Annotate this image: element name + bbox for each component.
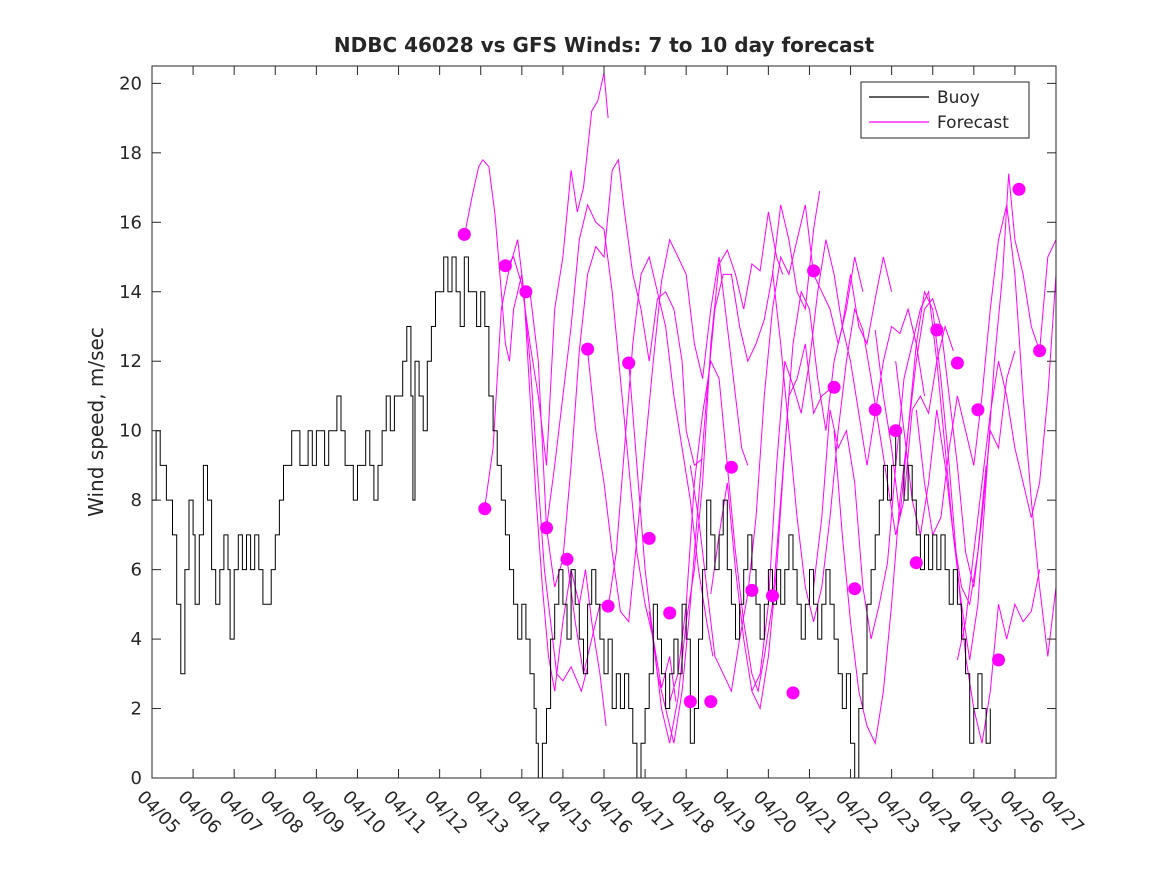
x-tick-label: 04/26 [995, 787, 1047, 839]
forecast-line-8 [628, 211, 784, 744]
x-tick-label: 04/05 [132, 787, 184, 839]
forecast-marker-22 [889, 424, 903, 438]
y-tick-label: 0 [131, 768, 142, 789]
forecast-marker-8 [601, 599, 615, 613]
forecast-marker-11 [663, 606, 677, 620]
x-tick-label: 04/24 [913, 787, 965, 839]
forecast-marker-21 [868, 403, 882, 417]
chart-title: NDBC 46028 vs GFS Winds: 7 to 10 day for… [334, 33, 875, 57]
forecast-marker-28 [1012, 182, 1026, 196]
forecast-marker-27 [992, 653, 1005, 667]
forecast-marker-25 [950, 356, 964, 370]
forecast-marker-10 [642, 531, 656, 545]
forecast-line-2 [484, 239, 607, 726]
x-tick-label: 04/20 [749, 787, 801, 839]
y-tick-label: 2 [131, 699, 142, 720]
forecast-marker-7 [581, 342, 595, 356]
forecast-line-7 [587, 238, 749, 623]
forecast-marker-12 [683, 695, 697, 709]
forecast-line-12 [710, 256, 893, 711]
forecast-line-5 [546, 158, 703, 588]
forecast-line-3 [505, 72, 609, 466]
x-tick-label: 04/18 [667, 787, 719, 839]
forecast-marker-14 [724, 460, 738, 474]
forecast-marker-20 [848, 582, 862, 596]
forecast-line-16 [833, 297, 1016, 745]
forecast-marker-23 [909, 556, 923, 570]
x-tick-label: 04/11 [379, 787, 431, 839]
x-tick-label: 04/06 [174, 787, 226, 839]
x-tick-label: 04/27 [1036, 787, 1088, 839]
forecast-marker-4 [519, 285, 533, 299]
x-tick-label: 04/16 [584, 787, 636, 839]
forecast-marker-9 [622, 356, 636, 370]
forecast-marker-16 [766, 589, 779, 603]
x-tick-label: 04/23 [872, 787, 924, 839]
x-tick-label: 04/14 [502, 787, 554, 839]
y-tick-label: 4 [131, 629, 142, 650]
forecast-line-9 [648, 190, 821, 744]
forecast-marker-19 [827, 380, 841, 394]
x-tick-label: 04/09 [297, 787, 349, 839]
forecast-marker-1 [457, 227, 471, 241]
forecast-marker-24 [930, 323, 944, 337]
forecast-line-1 [463, 158, 589, 693]
legend: Buoy Forecast [860, 81, 1030, 139]
legend-buoy-label: Buoy [937, 88, 980, 108]
x-tick-label: 04/25 [954, 787, 1006, 839]
forecast-line-10 [669, 343, 831, 702]
forecast-line-20 [956, 274, 1057, 661]
forecast-marker-26 [971, 403, 985, 417]
forecast-marker-29 [1033, 344, 1047, 358]
y-tick-label: 10 [119, 421, 142, 442]
forecast-line-18 [895, 173, 1057, 660]
y-tick-label: 14 [119, 282, 142, 303]
forecast-marker-13 [704, 695, 718, 709]
x-tick-label: 04/15 [543, 787, 595, 839]
x-tick-label: 04/21 [790, 787, 842, 839]
x-tick-label: 04/19 [708, 787, 760, 839]
buoy-line [152, 256, 991, 779]
forecast-marker-17 [786, 686, 800, 700]
forecast-line-11 [689, 204, 864, 693]
x-tick-label: 04/13 [461, 787, 513, 839]
x-tick-label: 04/17 [626, 787, 678, 839]
forecast-marker-6 [560, 552, 574, 566]
x-tick-label: 04/22 [831, 787, 883, 839]
forecast-marker-2 [478, 502, 492, 516]
forecast-marker-15 [745, 583, 759, 597]
forecast-marker-18 [807, 264, 821, 278]
legend-box [860, 81, 1030, 139]
forecast-line-13 [751, 239, 925, 692]
y-tick-label: 8 [131, 490, 142, 511]
x-tick-label: 04/10 [338, 787, 390, 839]
forecast-line-15 [813, 290, 987, 640]
forecast-line-14 [772, 270, 954, 622]
y-tick-label: 18 [119, 143, 142, 164]
x-tick-label: 04/12 [420, 787, 472, 839]
y-axis-label: Wind speed, m/sec [84, 327, 108, 517]
forecast-line-19 [915, 204, 1057, 657]
x-tick-label: 04/07 [215, 787, 267, 839]
forecast-line-6 [566, 255, 714, 674]
forecast-marker-3 [498, 259, 512, 273]
y-tick-label: 6 [131, 560, 142, 581]
x-tick-label: 04/08 [256, 787, 308, 839]
y-tick-label: 20 [119, 73, 142, 94]
y-tick-label: 12 [119, 351, 142, 372]
y-tick-label: 16 [119, 212, 142, 233]
legend-forecast-label: Forecast [937, 113, 1009, 133]
forecast-marker-5 [540, 521, 553, 535]
